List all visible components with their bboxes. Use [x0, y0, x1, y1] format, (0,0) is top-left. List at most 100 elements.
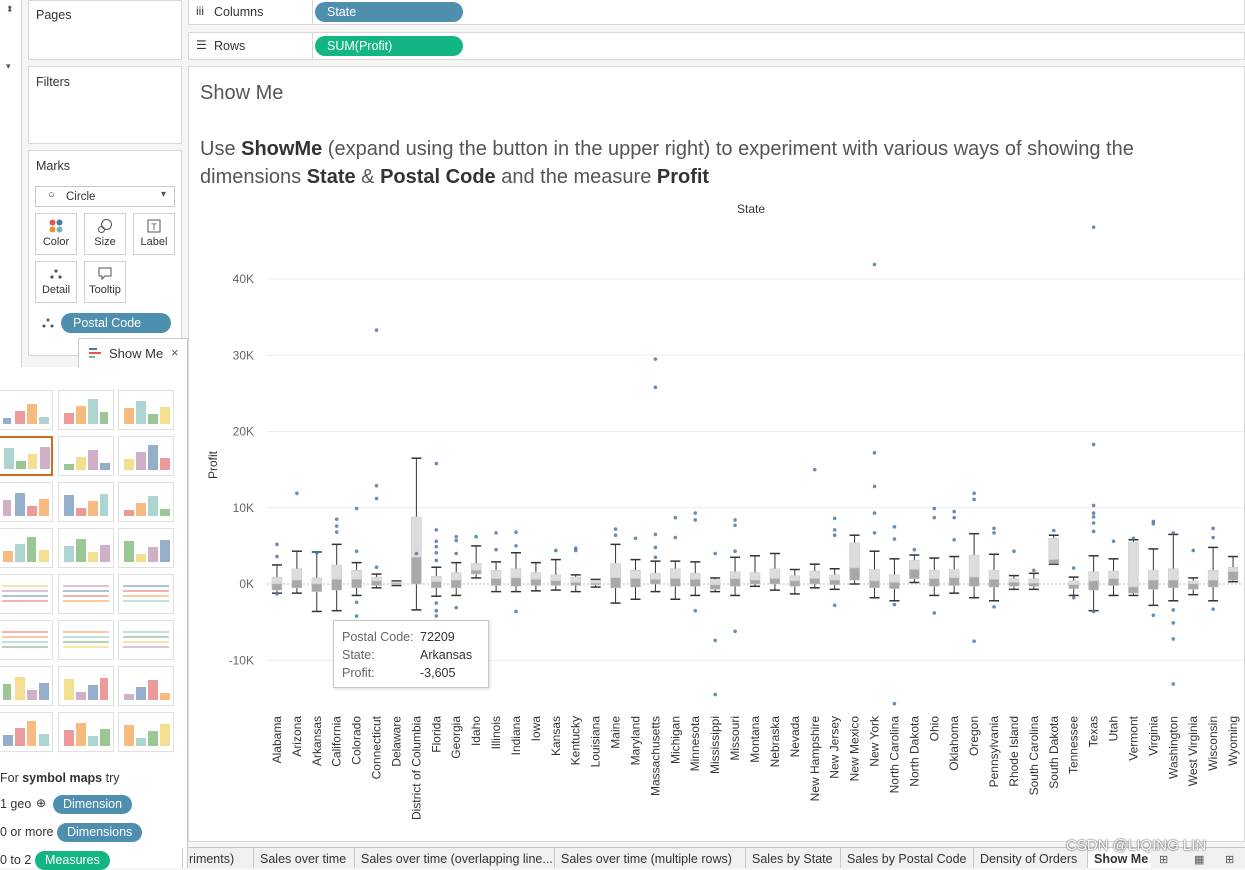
- box-plot-chart: State Profit -10K 0K 10K 20K 30K 40K Alabama A…: [206, 202, 1243, 820]
- sheet-tab[interactable]: Density of Orders: [973, 848, 1087, 868]
- x-tick-label: Rhode Island: [1007, 716, 1021, 787]
- data-point: [872, 531, 877, 535]
- side-by-side-bars-icon[interactable]: [118, 482, 174, 522]
- sum-profit-pill[interactable]: SUM(Profit): [315, 36, 463, 56]
- tooltip-button[interactable]: Tooltip: [84, 261, 126, 303]
- new-dashboard-icon[interactable]: ▦: [1194, 854, 1205, 866]
- data-point: [653, 532, 658, 537]
- chevron-down-icon: ▾: [161, 189, 167, 200]
- symbol-map-icon[interactable]: [0, 436, 53, 476]
- postal-code-pill[interactable]: Postal Code: [61, 313, 171, 333]
- histogram-icon[interactable]: [58, 666, 114, 706]
- caption-bold: ShowMe: [241, 138, 323, 160]
- detail-button[interactable]: Detail: [35, 261, 77, 303]
- box-upper: [510, 568, 522, 579]
- box-and-whisker-icon[interactable]: [118, 666, 174, 706]
- box-upper: [470, 563, 482, 571]
- x-tick-label: North Dakota: [907, 716, 921, 787]
- text-table-icon[interactable]: [0, 390, 53, 430]
- mark-type-dropdown[interactable]: ○ Circle ▾: [35, 186, 175, 207]
- data-point: [1211, 607, 1215, 611]
- box-lower: [709, 584, 721, 590]
- label-icon: T: [134, 214, 174, 236]
- sheet-tab[interactable]: Sales by Postal Code: [840, 848, 973, 868]
- dual-combination-icon[interactable]: [118, 620, 174, 660]
- data-point: [992, 526, 996, 531]
- gantt-chart-icon[interactable]: [0, 712, 53, 752]
- data-point: [1091, 503, 1096, 508]
- new-story-icon[interactable]: ⊞: [1225, 854, 1235, 866]
- sheet-tab[interactable]: Sales over time: [253, 848, 353, 868]
- data-point: [354, 506, 359, 511]
- size-label: Size: [94, 236, 116, 248]
- side-by-side-circles-icon[interactable]: [118, 528, 174, 568]
- x-tick-label: Florida: [429, 716, 443, 753]
- close-icon[interactable]: ×: [171, 345, 179, 360]
- hint-bold: symbol maps: [22, 771, 103, 785]
- state-pill[interactable]: State: [315, 2, 463, 22]
- data-point: [334, 530, 339, 534]
- data-point: [554, 548, 558, 553]
- sheet-tab[interactable]: Sales over time (multiple rows): [554, 848, 744, 868]
- treemap-icon[interactable]: [0, 528, 53, 568]
- horizontal-bars-icon[interactable]: [0, 482, 53, 522]
- box-lower: [1207, 579, 1219, 588]
- data-point: [1091, 521, 1096, 525]
- sheet-tab[interactable]: riments): [182, 848, 255, 868]
- box-upper: [1227, 566, 1239, 573]
- discrete-lines-icon[interactable]: [58, 574, 114, 614]
- scatter-plot-icon[interactable]: [0, 666, 53, 706]
- box-lower: [570, 582, 581, 586]
- box-upper: [1088, 571, 1099, 582]
- data-point: [434, 601, 439, 605]
- chevron-down-icon[interactable]: ▾: [6, 61, 11, 71]
- label-button[interactable]: T Label: [133, 213, 175, 255]
- sheet-tab-active[interactable]: Show Me: [1087, 848, 1151, 868]
- filled-map-icon[interactable]: [58, 436, 114, 476]
- circle-views-icon[interactable]: [58, 528, 114, 568]
- box-lower: [530, 579, 542, 586]
- tooltip-value: -3,605: [420, 666, 456, 680]
- shelf-divider: [312, 0, 313, 25]
- data-point: [1091, 225, 1096, 229]
- y-tick-label: 0K: [239, 577, 254, 591]
- box-lower: [450, 579, 462, 589]
- tooltip-key: Postal Code:: [342, 630, 414, 644]
- heat-map-icon[interactable]: [58, 390, 114, 430]
- highlight-table-icon[interactable]: [118, 390, 174, 430]
- bullet-graph-icon[interactable]: [58, 712, 114, 752]
- data-point: [354, 600, 359, 605]
- size-button[interactable]: Size: [84, 213, 126, 255]
- color-button[interactable]: Color: [35, 213, 77, 255]
- tooltip-label: Tooltip: [89, 284, 121, 296]
- sort-icon[interactable]: ⬍: [6, 4, 14, 14]
- x-tick-label: Arizona: [290, 716, 304, 757]
- data-point: [912, 547, 917, 552]
- marks-title: Marks: [36, 159, 71, 173]
- filters-title: Filters: [36, 75, 71, 89]
- sheet-tab[interactable]: Sales by State: [745, 848, 840, 868]
- area-discrete-icon[interactable]: [58, 620, 114, 660]
- data-point: [1171, 682, 1176, 686]
- pages-title: Pages: [36, 8, 72, 22]
- x-tick-label: Montana: [748, 716, 762, 763]
- sheet-tabs-bar: [188, 847, 1245, 868]
- show-me-header[interactable]: Show Me ×: [78, 338, 188, 368]
- dual-lines-icon[interactable]: [118, 574, 174, 614]
- box-lower: [829, 579, 840, 586]
- data-point: [872, 451, 877, 455]
- continuous-lines-icon[interactable]: [0, 574, 53, 614]
- x-tick-label: Oregon: [967, 716, 981, 756]
- sheet-tab[interactable]: Sales over time (overlapping line...: [354, 848, 554, 868]
- stacked-bars-icon[interactable]: [58, 482, 114, 522]
- packed-bubbles-icon[interactable]: [118, 712, 174, 752]
- pages-card[interactable]: Pages: [28, 0, 182, 60]
- area-continuous-icon[interactable]: [0, 620, 53, 660]
- data-point: [1111, 539, 1116, 544]
- new-worksheet-icon[interactable]: ⊞: [1159, 854, 1169, 866]
- filters-card[interactable]: Filters: [28, 66, 182, 144]
- box-lower: [291, 579, 303, 589]
- caption-text: &: [355, 166, 381, 188]
- circle-icon: ○: [48, 189, 55, 201]
- pie-chart-icon[interactable]: [118, 436, 174, 476]
